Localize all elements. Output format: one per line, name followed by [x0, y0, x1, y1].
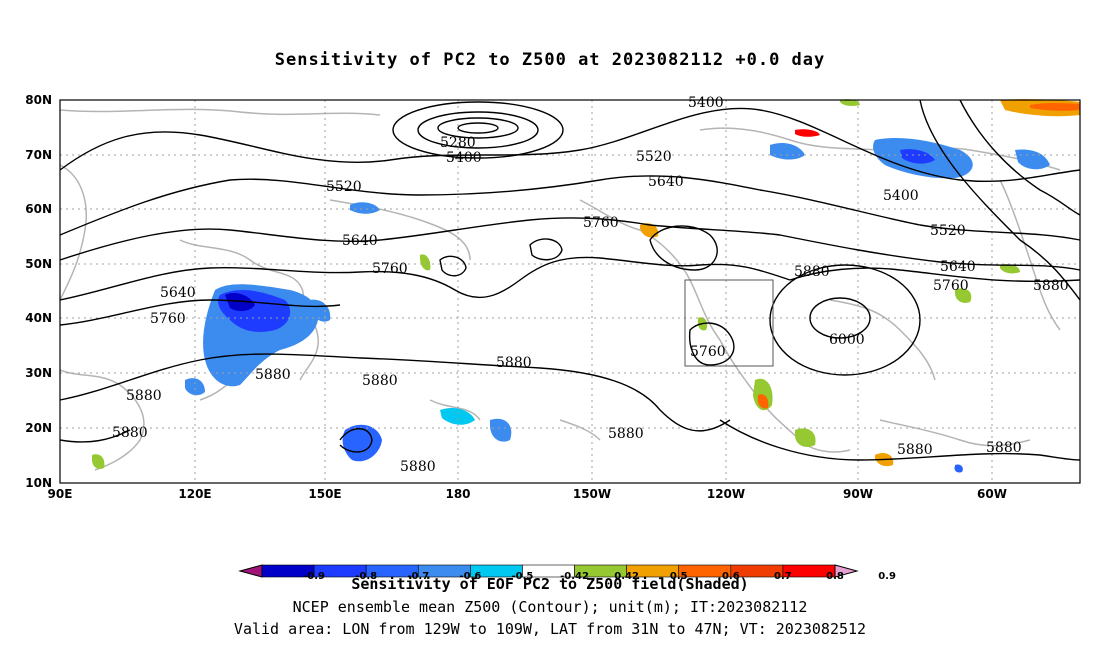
lon-label: 90E: [48, 487, 73, 501]
contour-label: 5880: [255, 367, 291, 383]
contour-label: 5400: [883, 188, 919, 204]
lat-label: 10N: [25, 476, 52, 490]
contour-label: 5880: [496, 355, 532, 371]
colorbar-tick-label: -0.6: [459, 571, 481, 582]
contour-label: 5400: [688, 95, 724, 111]
coastlines: [59, 108, 1061, 471]
caption-line-2: NCEP ensemble mean Z500 (Contour); unit(…: [292, 598, 808, 616]
colorbar-tick-label: 0.8: [826, 571, 844, 582]
contour-label: 5880: [897, 442, 933, 458]
colorbar-tick-label: 0.9: [878, 571, 896, 582]
longitude-labels: 90E 120E 150E 180 150W 120W 90W 60W: [48, 487, 1007, 501]
lat-label: 50N: [25, 257, 52, 271]
contour-label: 5760: [150, 311, 186, 327]
colorbar-tick-label: -0.5: [512, 571, 534, 582]
contour-label: 5760: [690, 344, 726, 360]
colorbar-tick-label: 0.5: [670, 571, 688, 582]
contour-label: 5880: [112, 425, 148, 441]
lon-label: 120E: [178, 487, 211, 501]
latitude-labels: 80N 70N 60N 50N 40N 30N 20N 10N: [25, 93, 52, 490]
lon-label: 150W: [573, 487, 611, 501]
lat-label: 20N: [25, 421, 52, 435]
colorbar-end-high: [834, 564, 859, 578]
map-frame: [59, 99, 1081, 484]
colorbar-tick-label: -0.8: [355, 571, 377, 582]
contour-label: 5880: [608, 426, 644, 442]
colorbar-tick-label: -0.7: [407, 571, 429, 582]
contour-label: 5280: [440, 135, 476, 151]
lon-label: 150E: [308, 487, 341, 501]
lon-label: 180: [445, 487, 470, 501]
colorbar-tick-label: -0.9: [303, 571, 325, 582]
contour-label: 5640: [342, 233, 378, 249]
contour-label: 5520: [930, 223, 966, 239]
lat-label: 80N: [25, 93, 52, 107]
plot-title: Sensitivity of PC2 to Z500 at 2023082112…: [274, 50, 826, 70]
lat-label: 70N: [25, 148, 52, 162]
contour-label: 5880: [1033, 278, 1069, 294]
colorbar-tick-label: 0.6: [722, 571, 740, 582]
contour-label: 5760: [583, 215, 619, 231]
lon-label: 60W: [977, 487, 1007, 501]
contour-label: 6000: [829, 332, 865, 348]
caption-line-3: Valid area: LON from 129W to 109W, LAT f…: [233, 620, 867, 638]
contour-label: 5760: [933, 278, 969, 294]
lon-label: 120W: [707, 487, 745, 501]
lat-label: 40N: [25, 311, 52, 325]
colorbar: -0.9 -0.8 -0.7 -0.6 -0.5 -0.42 0.42 0.5 0.6 0.7 0.…: [238, 564, 896, 582]
contour-label: 5640: [648, 174, 684, 190]
graticule: [60, 100, 1080, 483]
caption-line-1: Sensitivity of EOF PC2 to Z500 field(Sha…: [351, 575, 749, 593]
colorbar-tick-label: -0.42: [560, 571, 589, 582]
colorbar-tick-label: 0.7: [774, 571, 792, 582]
contour-label: 5880: [362, 373, 398, 389]
contour-labels: 5400 5280 5400 5520 5520 5640 5640 5760 …: [112, 95, 1069, 475]
contour-label: 5880: [794, 264, 830, 280]
colorbar-tick-label: 0.42: [614, 571, 639, 582]
z500-contours: [59, 99, 1081, 461]
contour-label: 5520: [636, 149, 672, 165]
lat-label: 30N: [25, 366, 52, 380]
contour-label: 5400: [446, 150, 482, 166]
contour-label: 5880: [400, 459, 436, 475]
contour-label: 5880: [986, 440, 1022, 456]
contour-label: 5640: [160, 285, 196, 301]
contour-label: 5640: [940, 259, 976, 275]
lon-label: 90W: [843, 487, 873, 501]
valid-area-box: [684, 279, 774, 367]
lat-label: 60N: [25, 202, 52, 216]
contour-label: 5520: [326, 179, 362, 195]
contour-label: 5760: [372, 261, 408, 277]
contour-label: 5880: [126, 388, 162, 404]
